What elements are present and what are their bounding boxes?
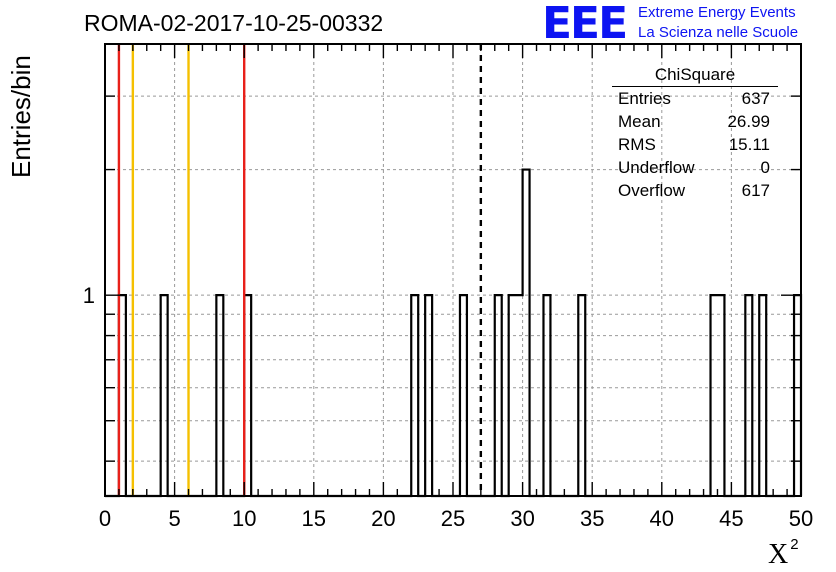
x-axis-label-text: X	[768, 539, 789, 570]
stats-row-entries: Entries 637	[612, 87, 778, 110]
eee-logo: EEE	[542, 0, 628, 49]
stats-value: 26.99	[727, 112, 770, 131]
x-tick-label: 50	[789, 506, 813, 531]
x-tick-label: 30	[510, 506, 534, 531]
y-axis-label: Entries/bin	[6, 55, 36, 178]
stats-row-underflow: Underflow 0	[612, 156, 778, 179]
x-tick-label: 25	[441, 506, 465, 531]
histogram-bin	[516, 295, 523, 496]
x-tick-label: 10	[232, 506, 256, 531]
stats-row-rms: RMS 15.11	[612, 133, 778, 156]
x-tick-label: 35	[580, 506, 604, 531]
stats-label: Mean	[618, 112, 661, 131]
x-tick-label: 5	[168, 506, 180, 531]
stats-label: Overflow	[618, 181, 686, 200]
axis-ticks: 0 5 10 15 20 25 30 35 40 45 50 1	[83, 44, 813, 531]
stats-label: Entries	[618, 89, 671, 108]
stats-value: 637	[741, 89, 770, 108]
logo-line-1: Extreme Energy Events	[638, 4, 796, 21]
stats-row-overflow: Overflow 617	[612, 179, 778, 202]
x-tick-label: 45	[719, 506, 743, 531]
x-tick-label: 15	[302, 506, 326, 531]
stats-value: 15.11	[728, 135, 770, 154]
x-axis-label-superscript: 2	[790, 536, 799, 553]
stats-value: 0	[760, 158, 770, 177]
logo-line-2: La Scienza nelle Scuole	[638, 24, 799, 41]
stats-label: RMS	[618, 135, 656, 154]
stats-row-mean: Mean 26.99	[612, 110, 778, 133]
x-tick-label: 0	[99, 506, 111, 531]
marker-lines	[117, 44, 483, 496]
stats-box: ChiSquare Entries 637 Mean 26.99 RMS 15.…	[612, 64, 778, 202]
chart-title: ROMA-02-2017-10-25-00332	[84, 10, 384, 36]
stats-label: Underflow	[618, 158, 695, 177]
stats-value: 617	[741, 181, 770, 200]
stats-divider	[612, 86, 778, 87]
y-tick-label: 1	[83, 283, 95, 308]
x-tick-label: 40	[650, 506, 674, 531]
stats-title: ChiSquare	[654, 65, 736, 84]
x-tick-label: 20	[371, 506, 395, 531]
